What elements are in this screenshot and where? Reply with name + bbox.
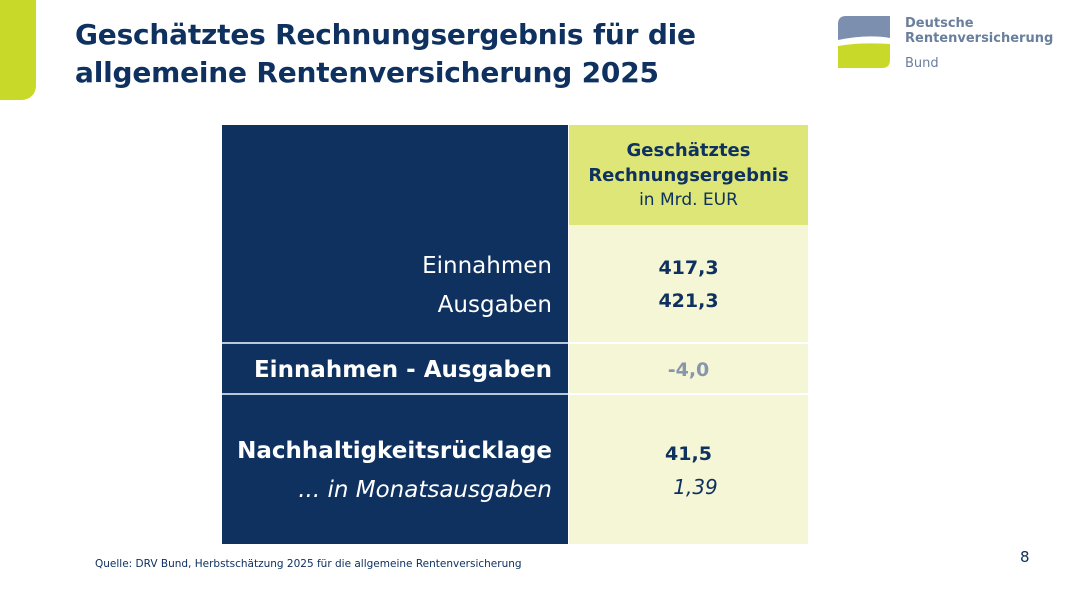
label-column (222, 125, 568, 544)
value-column (569, 225, 808, 544)
page-title-line1: Geschätztes Rechnungsergebnis für die (75, 18, 696, 51)
source-note: Quelle: DRV Bund, Herbstschätzung 2025 f… (95, 558, 522, 570)
logo-text: Deutsche Rentenversicherung (905, 16, 1053, 46)
logo-text-line3: Bund (905, 56, 939, 71)
row-value-ausgaben: 421,3 (658, 290, 719, 312)
drv-logo-mark-icon (838, 16, 890, 68)
row-divider (569, 393, 808, 395)
row-label-monatsausgaben: ... in Monatsausgaben (298, 477, 552, 503)
page-title: Geschätztes Rechnungsergebnis für die al… (75, 16, 775, 92)
drv-logo: Deutsche Rentenversicherung Bund (838, 16, 1068, 76)
logo-text-line1: Deutsche (905, 16, 974, 31)
page-number: 8 (1020, 548, 1030, 566)
row-label-einnahmen: Einnahmen (422, 253, 552, 279)
column-header-line2: Rechnungsergebnis (588, 164, 789, 186)
column-header-unit: in Mrd. EUR (639, 189, 738, 210)
accent-bar (0, 0, 36, 100)
logo-text-line2: Rentenversicherung (905, 31, 1054, 46)
result-table: Geschätztes Rechnungsergebnis in Mrd. EU… (222, 125, 808, 544)
row-label-nachhaltigkeitsruecklage: Nachhaltigkeitsrücklage (237, 438, 552, 464)
row-label-ausgaben: Ausgaben (437, 292, 552, 318)
row-value-nachhaltigkeitsruecklage: 41,5 (665, 443, 712, 465)
row-label-saldo: Einnahmen - Ausgaben (253, 357, 552, 383)
column-header-line1: Geschätztes (626, 139, 751, 161)
row-value-einnahmen: 417,3 (658, 257, 719, 279)
row-value-saldo: -4,0 (667, 359, 710, 381)
row-divider (222, 393, 568, 395)
row-value-monatsausgaben: 1,39 (673, 475, 718, 499)
page-title-line2: allgemeine Rentenversicherung 2025 (75, 56, 659, 89)
row-divider (569, 342, 808, 344)
column-header: Geschätztes Rechnungsergebnis in Mrd. EU… (569, 125, 808, 225)
row-divider (222, 342, 568, 344)
